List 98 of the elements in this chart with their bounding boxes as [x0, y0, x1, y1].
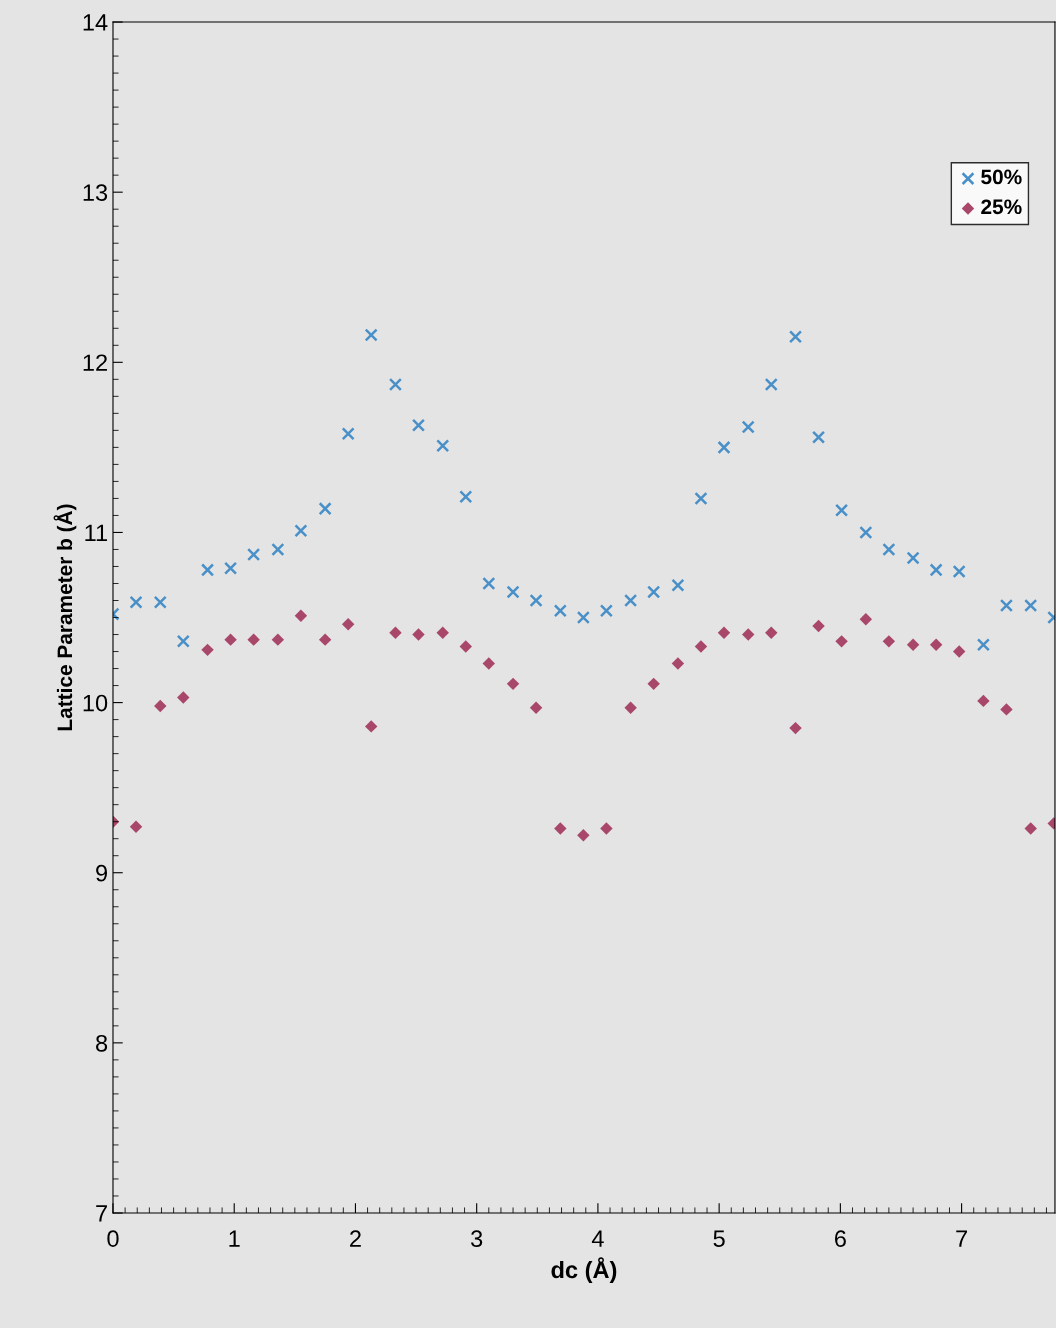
point	[223, 561, 238, 575]
point	[247, 633, 260, 646]
x-tick-label: 2	[350, 1230, 361, 1247]
point	[294, 524, 308, 538]
point	[834, 503, 849, 517]
point	[859, 613, 873, 626]
point	[201, 643, 214, 657]
point	[506, 677, 520, 691]
point	[952, 564, 966, 579]
point	[882, 542, 896, 557]
x-tick-label: 7	[956, 1230, 967, 1247]
point	[812, 619, 825, 633]
point	[389, 626, 402, 640]
point	[436, 439, 450, 453]
point	[694, 491, 708, 506]
point	[224, 633, 237, 646]
point	[553, 604, 567, 618]
point	[811, 430, 826, 444]
y-tick-label: 9	[96, 864, 108, 882]
point	[742, 628, 755, 641]
point	[1024, 598, 1038, 613]
point	[952, 645, 966, 658]
point	[318, 633, 332, 646]
point	[859, 525, 873, 540]
y-tick-label: 10	[83, 694, 108, 712]
point	[411, 418, 426, 432]
point	[765, 626, 778, 640]
point	[176, 634, 190, 648]
point	[294, 609, 308, 623]
point	[341, 427, 355, 441]
y-tick-label: 7	[96, 1205, 107, 1222]
point	[929, 638, 943, 651]
point	[246, 547, 261, 562]
point	[177, 691, 190, 704]
y-tick-label: 12	[83, 354, 107, 371]
point	[506, 585, 520, 599]
point	[200, 563, 215, 577]
point	[577, 829, 590, 842]
x-axis-title: dc (Å)	[551, 1257, 617, 1283]
x-tick-label: 3	[471, 1230, 483, 1248]
point	[764, 377, 778, 392]
legend-label: 25%	[981, 199, 1022, 215]
point	[741, 420, 755, 434]
point	[671, 657, 685, 670]
y-tick-label: 8	[96, 1034, 108, 1052]
point	[624, 701, 637, 714]
y-tick-label: 14	[83, 14, 108, 31]
point	[459, 490, 473, 504]
point	[929, 563, 943, 577]
point	[318, 502, 332, 516]
point	[153, 595, 167, 609]
x-tick-label: 1	[229, 1230, 240, 1247]
point	[482, 657, 496, 670]
point	[1000, 703, 1013, 716]
legend-label: 50%	[981, 169, 1022, 185]
point	[624, 593, 638, 608]
x-tick-label: 0	[107, 1230, 119, 1248]
point	[364, 328, 378, 342]
point	[271, 542, 285, 557]
point	[788, 330, 803, 344]
point	[694, 640, 708, 653]
point	[600, 822, 613, 835]
point	[459, 640, 472, 653]
point	[529, 593, 543, 608]
point	[835, 635, 848, 648]
point	[599, 604, 614, 618]
point	[412, 628, 425, 641]
point	[999, 598, 1014, 613]
y-tick-label: 13	[83, 184, 108, 201]
point	[436, 626, 449, 640]
point	[717, 626, 731, 640]
point	[906, 638, 920, 651]
point	[882, 635, 896, 648]
point	[977, 694, 990, 708]
point	[906, 551, 920, 565]
x-tick-label: 4	[591, 1230, 604, 1247]
point	[129, 820, 143, 833]
point	[365, 720, 378, 733]
point	[671, 578, 685, 592]
point	[647, 585, 661, 599]
point	[129, 595, 143, 609]
point	[576, 610, 590, 625]
point	[717, 440, 731, 455]
x-tick-label: 6	[835, 1230, 846, 1248]
point	[976, 638, 991, 652]
point	[647, 677, 660, 691]
point	[388, 377, 403, 392]
point	[271, 633, 285, 646]
point	[1024, 822, 1037, 835]
point	[341, 618, 355, 631]
point	[154, 699, 167, 713]
point	[529, 701, 543, 714]
point	[482, 576, 496, 591]
point	[554, 822, 567, 835]
y-axis-title: Lattice Parameter b (Å)	[53, 504, 77, 731]
x-tick-label: 5	[713, 1230, 725, 1248]
point	[789, 721, 802, 735]
y-tick-label: 11	[85, 524, 107, 542]
